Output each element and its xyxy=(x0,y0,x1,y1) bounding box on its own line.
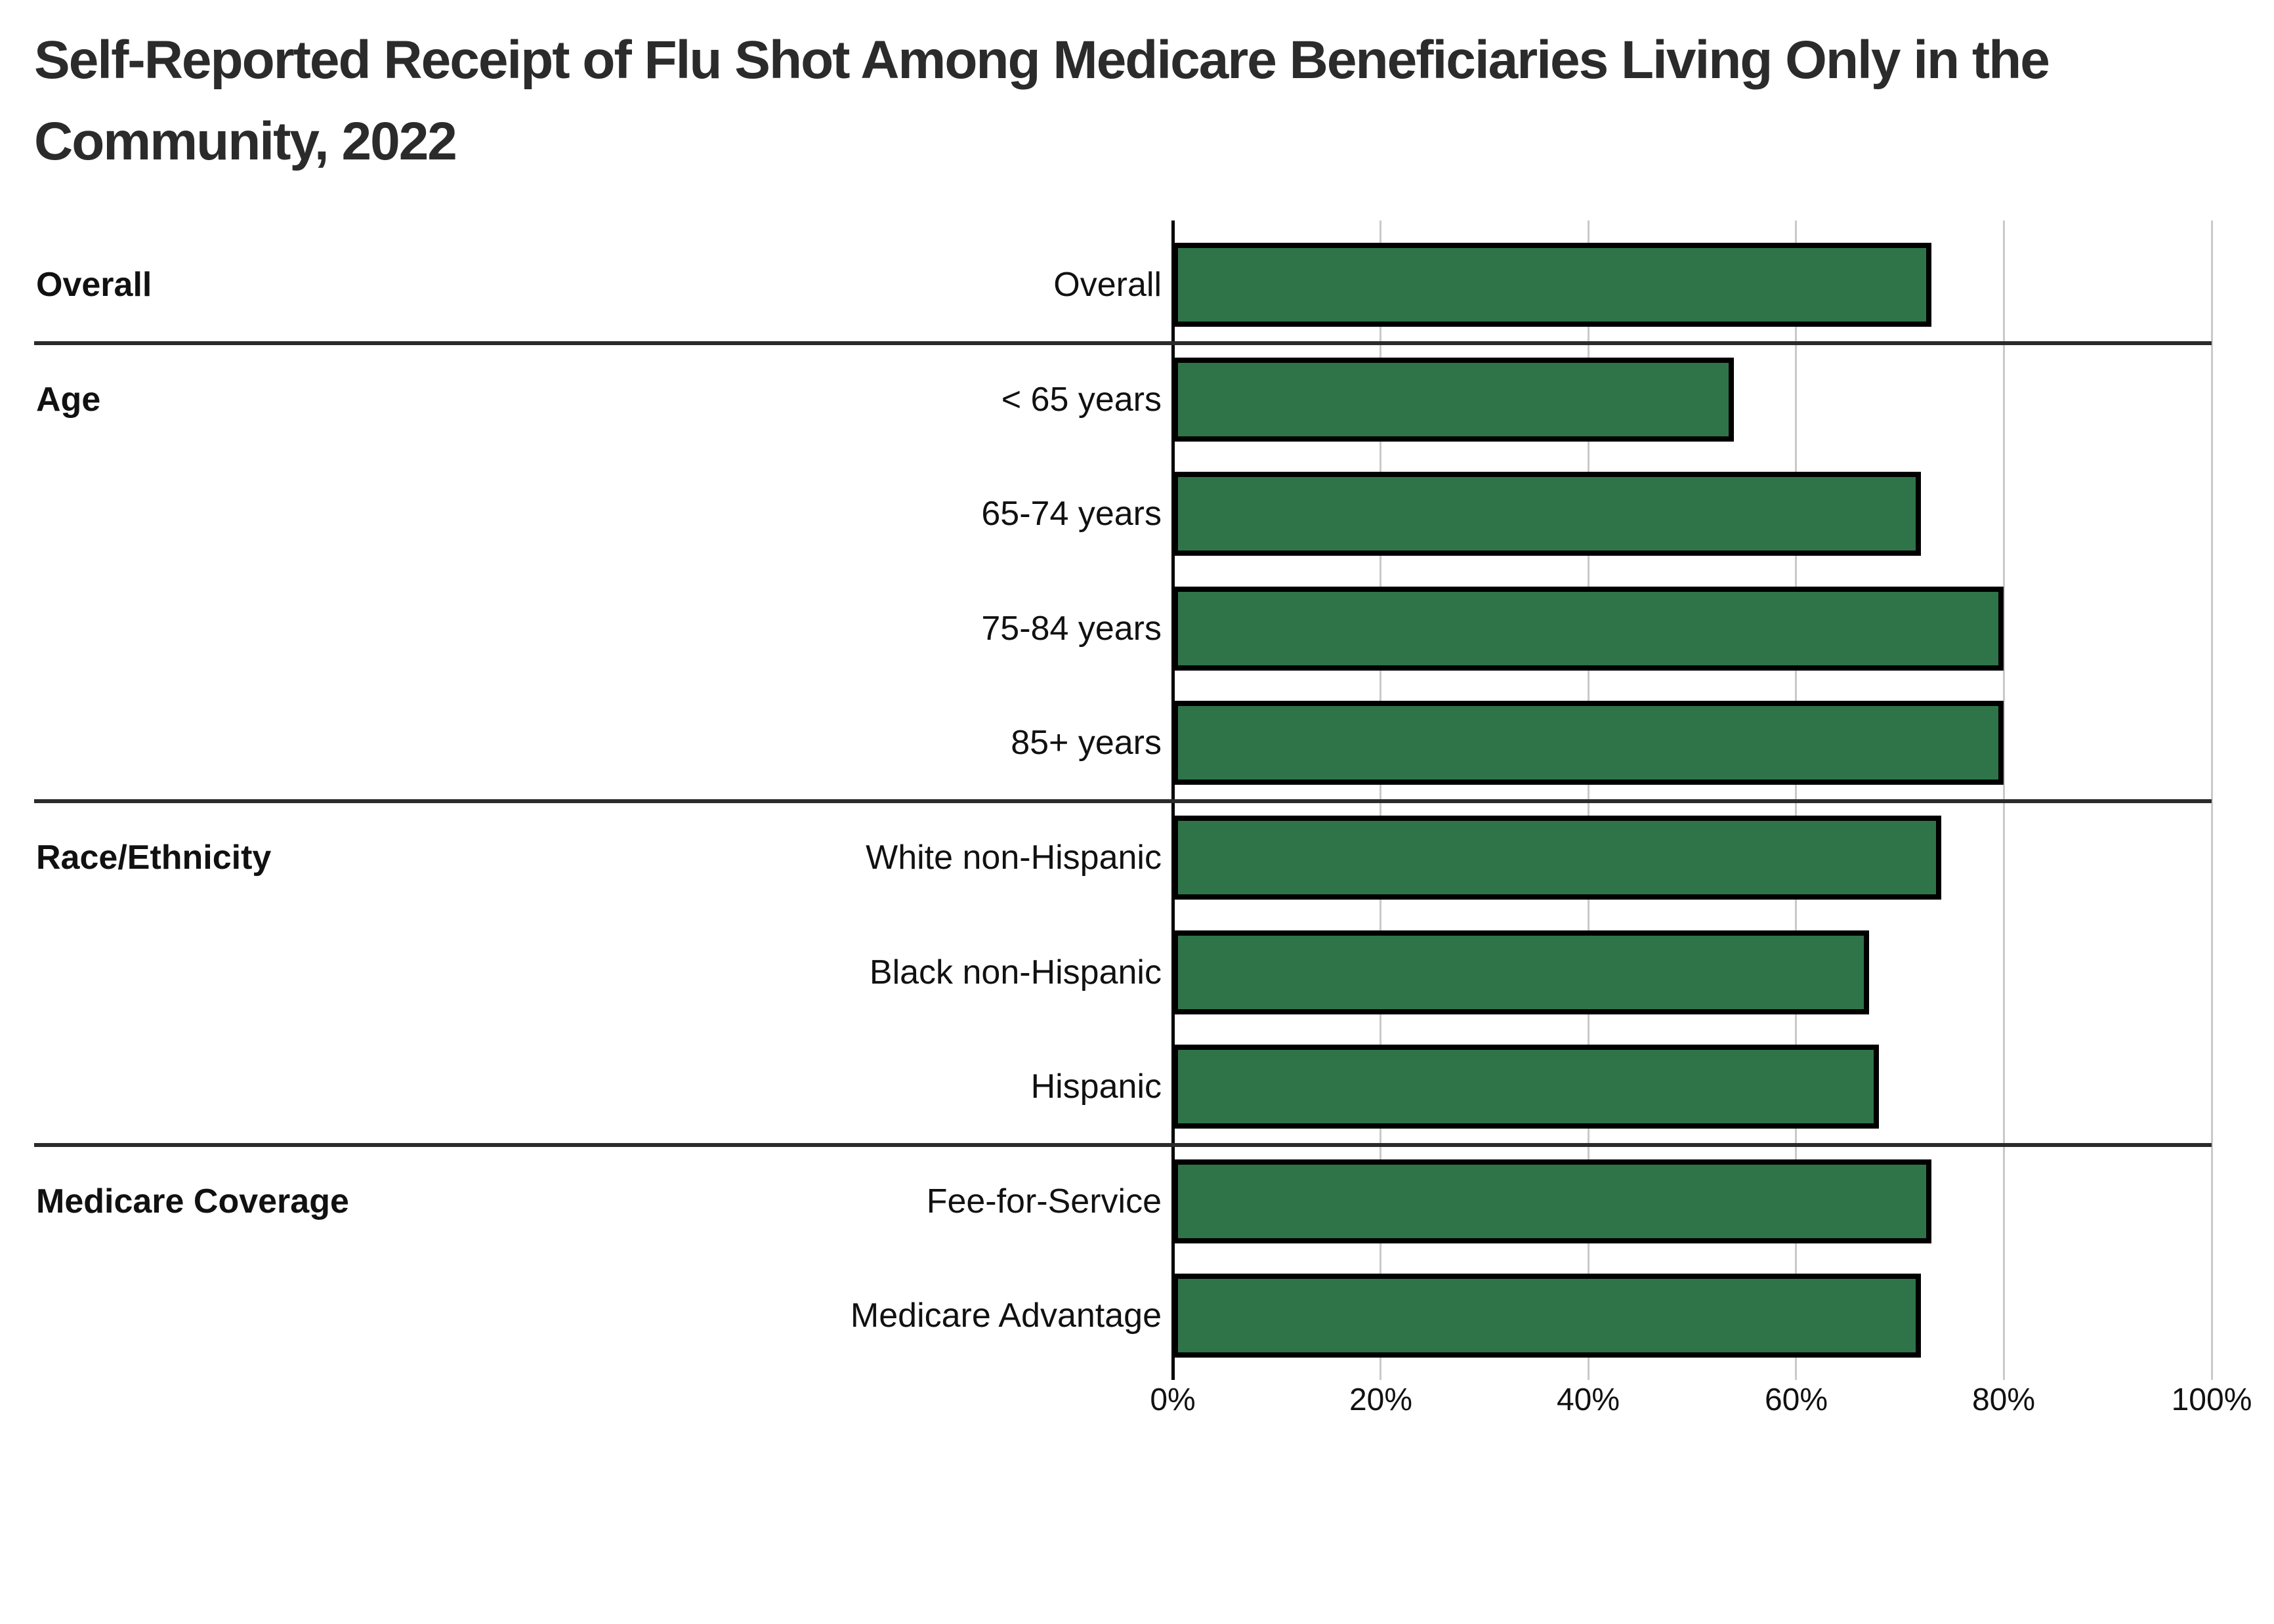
section-divider xyxy=(34,1143,2212,1147)
section-label: Medicare Coverage xyxy=(36,1182,349,1220)
bar xyxy=(1173,358,1734,442)
bar xyxy=(1173,243,1931,327)
gridline-100 xyxy=(2211,220,2213,1380)
section-label: Age xyxy=(36,381,101,419)
bar xyxy=(1173,701,2004,785)
bar xyxy=(1173,1159,1931,1243)
bar xyxy=(1173,587,2004,671)
category-label: Fee-for-Service xyxy=(926,1182,1162,1220)
category-label: Medicare Advantage xyxy=(850,1297,1162,1335)
x-tick-label-0: 0% xyxy=(1150,1383,1196,1417)
category-label: 75-84 years xyxy=(981,610,1162,648)
chart-title-line-1: Self-Reported Receipt of Flu Shot Among … xyxy=(34,30,2050,90)
bar xyxy=(1173,930,1869,1014)
category-label: Black non-Hispanic xyxy=(869,953,1162,991)
chart-title: Self-Reported Receipt of Flu Shot Among … xyxy=(34,20,2226,182)
x-tick-label-80: 80% xyxy=(1971,1383,2036,1417)
category-label: Hispanic xyxy=(1030,1068,1162,1106)
x-tick-label-60: 60% xyxy=(1764,1383,1828,1417)
category-label: 85+ years xyxy=(1011,724,1162,762)
category-label: < 65 years xyxy=(1001,381,1162,419)
section-divider xyxy=(34,799,2212,803)
chart-title-line-2: Community, 2022 xyxy=(34,112,457,171)
category-label: White non-Hispanic xyxy=(866,839,1162,877)
category-label: Overall xyxy=(1053,266,1162,304)
section-label: Overall xyxy=(36,266,152,304)
x-tick-label-40: 40% xyxy=(1556,1383,1620,1417)
x-tick-label-20: 20% xyxy=(1349,1383,1413,1417)
x-tick-label-100: 100% xyxy=(2171,1383,2252,1417)
section-divider xyxy=(34,341,2212,345)
bar xyxy=(1173,816,1941,900)
bar xyxy=(1173,1045,1879,1129)
section-label: Race/Ethnicity xyxy=(36,839,272,877)
bar xyxy=(1173,1274,1921,1358)
category-label: 65-74 years xyxy=(981,495,1162,533)
bar xyxy=(1173,472,1921,556)
